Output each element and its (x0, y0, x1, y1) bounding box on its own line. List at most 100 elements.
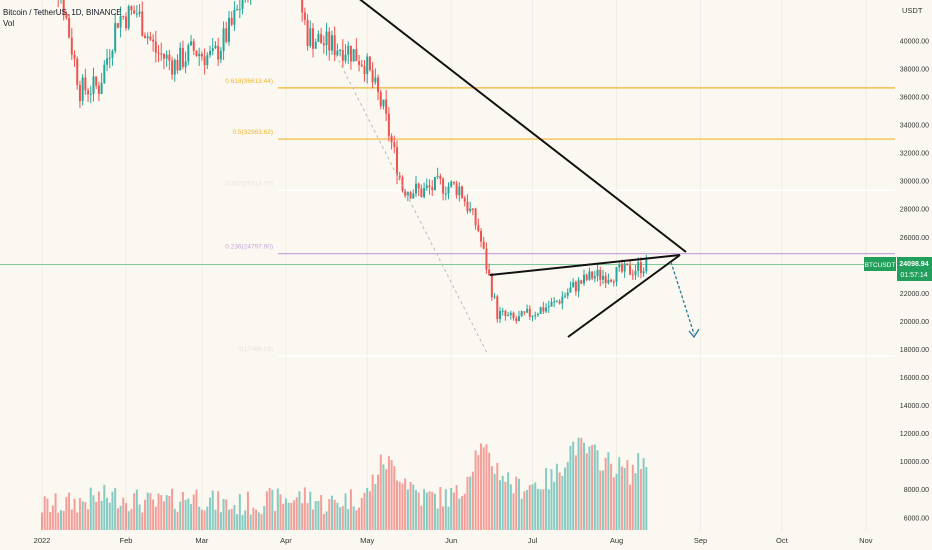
candle-body (382, 99, 385, 107)
volume-bar (246, 491, 249, 530)
descending-trendline[interactable] (335, 0, 687, 253)
volume-bar (225, 499, 228, 530)
candle-body (114, 23, 117, 52)
candle-body (179, 47, 182, 71)
candle-body (577, 280, 580, 292)
volume-bar (89, 487, 92, 530)
candle-body (406, 192, 409, 196)
volume-bar (314, 501, 317, 530)
volume-bar (238, 494, 241, 530)
volume-bar (146, 492, 149, 530)
legend-volume-label: Vol (3, 19, 15, 28)
fibonacci-retracement[interactable]: 0.618(36613.44) 0.5(32963.62) 0.382(29313.… (225, 78, 895, 357)
volume-bar (303, 487, 306, 530)
candle-body (531, 315, 534, 317)
volume-bar (62, 510, 65, 530)
volume-bar (639, 469, 642, 530)
candle-body (626, 263, 629, 266)
volume-bar (480, 443, 483, 530)
volume-bar (187, 498, 190, 530)
candle-body (604, 275, 607, 284)
volume-bar (412, 484, 415, 530)
volume-bar (561, 475, 564, 530)
candle-body (574, 282, 577, 292)
volume-bar (385, 469, 388, 530)
candle-body (629, 265, 632, 275)
candle-body (396, 147, 399, 176)
volume-bar (43, 496, 46, 530)
volume-bar (59, 510, 62, 530)
volume-bar (301, 503, 304, 530)
volume-bar (284, 498, 287, 530)
volume-bar (209, 497, 212, 530)
candle-body (615, 267, 618, 283)
wedge-lower-line[interactable] (567, 254, 681, 338)
candle-body (130, 6, 133, 11)
volume-bar (620, 466, 623, 530)
volume-bar (108, 502, 111, 530)
candle-body (423, 188, 426, 198)
fib-level-label: 0.236(24797.90) (225, 244, 273, 251)
candle-body (127, 6, 130, 29)
volume-bar (507, 472, 510, 530)
volume-bar (317, 501, 320, 530)
candle-body (593, 276, 596, 279)
candle-body (599, 269, 602, 280)
volume-bars (41, 437, 648, 530)
candle-body (352, 49, 355, 62)
candle-body (490, 274, 493, 298)
candle-body (566, 292, 569, 296)
candle-body (450, 181, 453, 187)
volume-bar (580, 437, 583, 530)
candle-body (328, 31, 331, 51)
volume-bar (531, 484, 534, 530)
volume-bar (433, 493, 436, 530)
volume-bar (425, 492, 428, 530)
wedge-upper-line[interactable] (489, 254, 681, 276)
volume-bar (293, 500, 296, 530)
candle-body (539, 307, 542, 314)
volume-bar (409, 481, 412, 530)
candle-body (192, 41, 195, 51)
candle-body (371, 70, 374, 83)
volume-bar (358, 507, 361, 530)
price-tick-label: 16000.00 (900, 375, 929, 382)
price-tick-label: 28000.00 (900, 207, 929, 214)
volume-bar (54, 493, 57, 530)
volume-bar (526, 489, 529, 530)
candle-body (420, 188, 423, 198)
candle-body (588, 271, 591, 280)
volume-bar (488, 452, 491, 530)
volume-bar (452, 492, 455, 530)
volume-bar (325, 511, 328, 530)
volume-bar (423, 489, 426, 530)
volume-bar (116, 508, 119, 530)
candle-body (195, 50, 198, 57)
candle-body (116, 23, 119, 28)
volume-bar (95, 501, 98, 530)
candle-body (379, 92, 382, 107)
volume-bar (263, 506, 266, 530)
candle-body (95, 76, 98, 86)
volume-bar (341, 506, 344, 530)
price-tick-label: 26000.00 (900, 235, 929, 242)
candle-body (374, 77, 377, 83)
price-tick-label: 14000.00 (900, 403, 929, 410)
projection-arrow[interactable] (670, 261, 700, 339)
volume-bar (439, 487, 442, 530)
volume-bar (100, 500, 103, 530)
volume-bar (198, 506, 201, 530)
candle-body (157, 52, 160, 54)
volume-bar (176, 511, 179, 530)
candle-body (322, 43, 325, 46)
volume-bar (379, 454, 382, 530)
volume-bar (542, 489, 545, 530)
time-axis[interactable]: 2022 Feb Mar Apr May Jun Jul Aug Sep Oct Nov (0, 532, 932, 550)
fib-anchor-line (335, 54, 489, 356)
candle-body (314, 41, 317, 49)
candle-body (133, 10, 136, 14)
candle-body (452, 181, 455, 184)
volume-bar (160, 495, 163, 530)
volume-bar (406, 489, 409, 530)
